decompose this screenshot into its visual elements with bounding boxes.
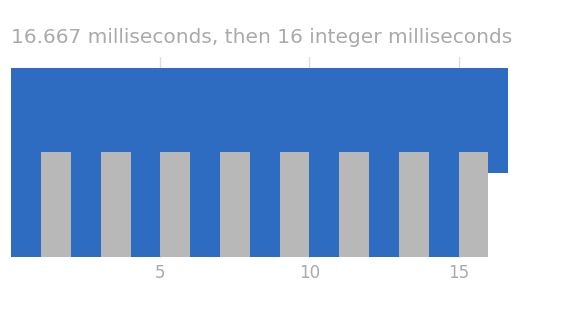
Bar — [41, 152, 71, 257]
Text: 16.667 milliseconds, then 16 integer milliseconds: 16.667 milliseconds, then 16 integer mil… — [11, 28, 512, 47]
Bar — [429, 152, 459, 257]
Bar — [310, 152, 340, 257]
Bar — [250, 152, 280, 257]
Bar — [280, 152, 310, 257]
Bar — [131, 152, 160, 257]
Bar — [399, 152, 429, 257]
Bar — [220, 152, 250, 257]
Bar — [190, 152, 220, 257]
Bar — [369, 152, 399, 257]
Bar — [71, 152, 101, 257]
Bar — [11, 152, 41, 257]
Bar — [340, 152, 369, 257]
Bar — [101, 152, 131, 257]
Bar — [459, 152, 488, 257]
Bar — [11, 68, 508, 173]
Bar — [160, 152, 190, 257]
